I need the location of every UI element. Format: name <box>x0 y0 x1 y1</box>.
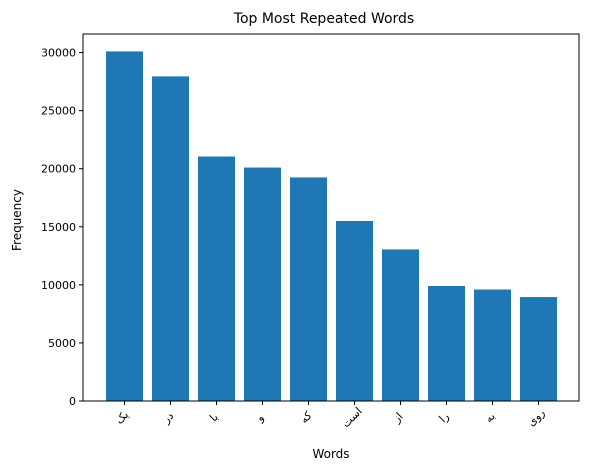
bar-7 <box>382 249 419 401</box>
bar-10 <box>520 297 557 401</box>
y-tick-label: 10000 <box>41 279 76 292</box>
bar-8 <box>428 286 465 401</box>
x-tick-label: و <box>253 411 267 425</box>
y-tick-label: 5000 <box>48 337 76 350</box>
y-axis: 0 5000 10000 15000 20000 25000 30000 <box>41 47 83 408</box>
bar-2 <box>152 76 189 401</box>
x-tick-label: روی <box>525 406 548 429</box>
bar-6 <box>336 220 373 401</box>
y-tick-label: 20000 <box>41 163 76 176</box>
x-axis-label: Words <box>312 447 349 461</box>
bar-3 <box>198 156 235 401</box>
x-tick-label: در <box>159 409 176 426</box>
bar-4 <box>244 167 281 401</box>
x-axis: یک در با و که است از را به روی <box>113 401 548 431</box>
x-tick-label: که <box>297 408 315 426</box>
x-tick-label: با <box>207 411 221 425</box>
bars-group <box>106 51 557 402</box>
x-tick-label: از <box>390 410 406 426</box>
y-tick-label: 0 <box>69 395 76 408</box>
y-axis-label: Frequency <box>10 189 24 251</box>
bar-5 <box>290 177 327 401</box>
x-tick-label: به <box>482 410 498 426</box>
bar-1 <box>106 51 143 402</box>
bar-9 <box>474 289 511 401</box>
x-tick-label: است <box>339 405 365 431</box>
chart-title: Top Most Repeated Words <box>233 11 414 27</box>
x-tick-label: را <box>436 410 451 425</box>
plot-frame <box>82 33 580 402</box>
y-tick-label: 25000 <box>41 105 76 118</box>
y-tick-label: 30000 <box>41 47 76 60</box>
y-tick-label: 15000 <box>41 221 76 234</box>
x-tick-label: یک <box>113 408 131 426</box>
